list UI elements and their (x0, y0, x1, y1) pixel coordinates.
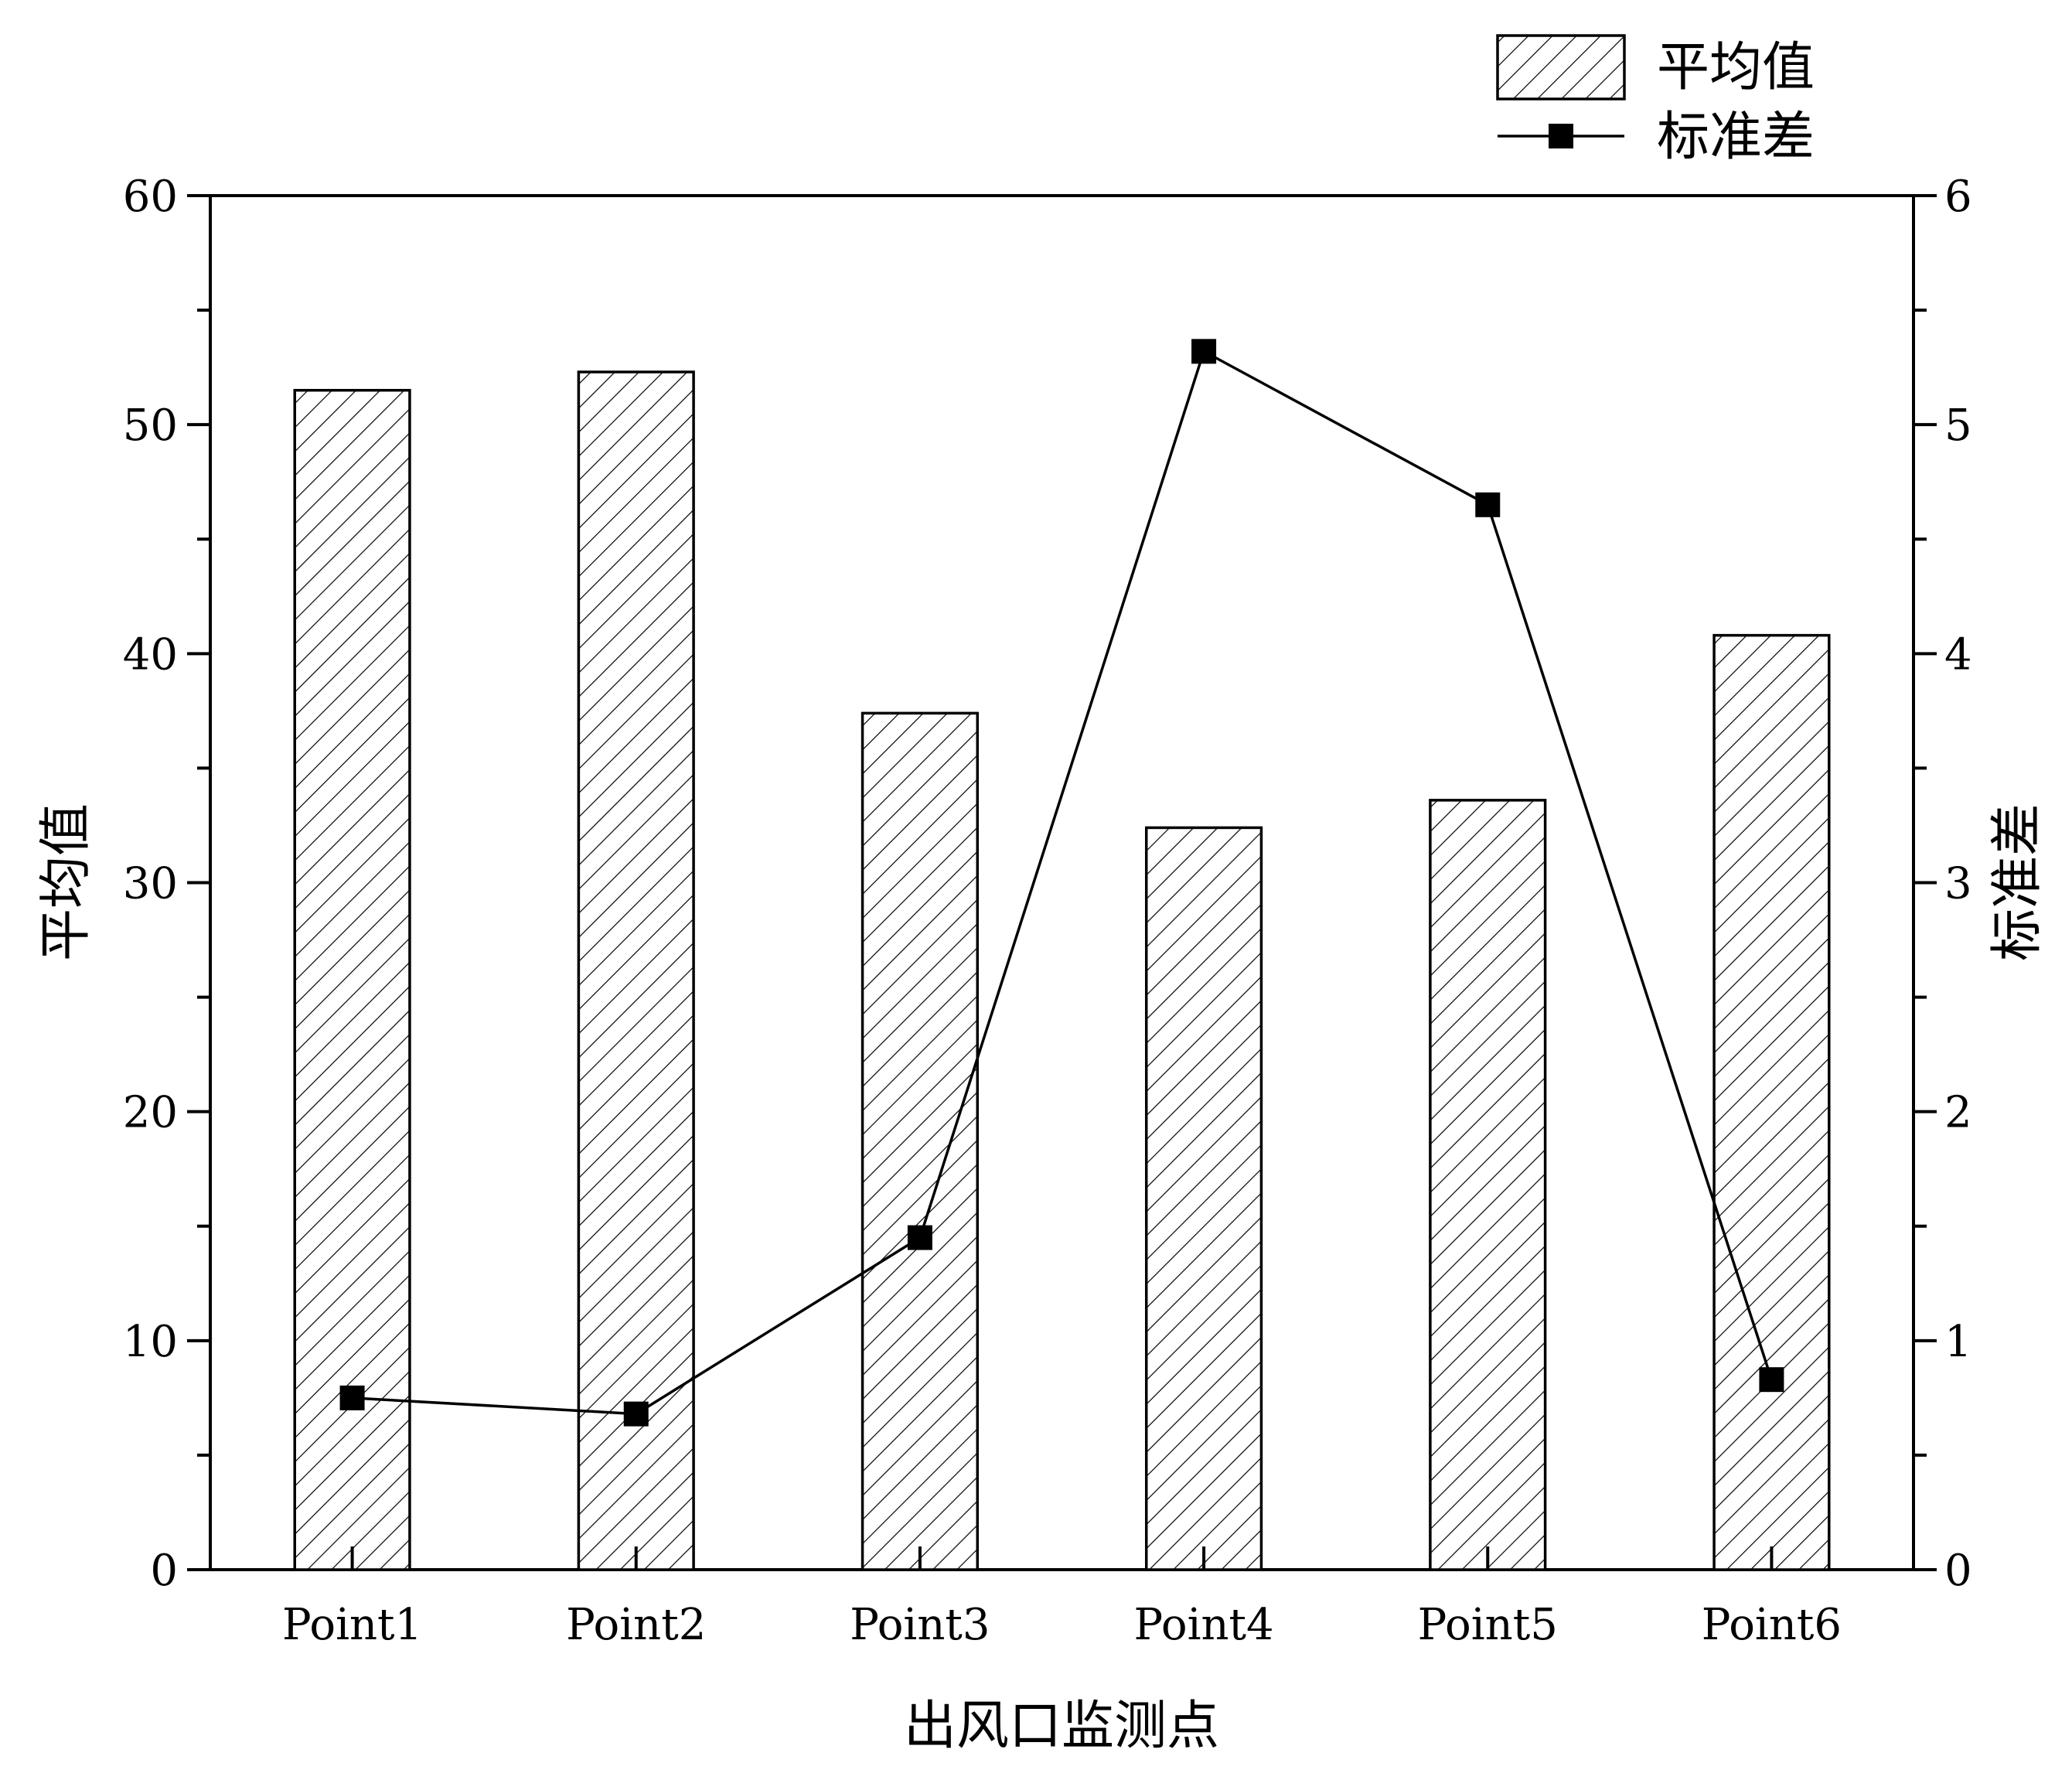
x-tick-label: Point2 (566, 1600, 706, 1650)
y-tick-label: 40 (123, 629, 178, 680)
y-tick-label: 60 (123, 172, 178, 222)
legend-label-std: 标准差 (1657, 107, 1815, 168)
legend-swatch-bar (1496, 34, 1626, 101)
std-marker-point6 (1759, 1367, 1784, 1393)
y-axis-title: 平均值 (36, 803, 97, 961)
y2-tick-label: 1 (1944, 1317, 1972, 1367)
line-series (339, 339, 1784, 1427)
y2-tick-label: 3 (1944, 859, 1972, 909)
axis-ticks (187, 194, 1937, 1571)
std-line (352, 349, 1774, 1416)
bar-point1 (293, 388, 411, 1571)
bar-point2 (577, 370, 695, 1571)
tick-labels: 0 10 20 30 40 50 60 0 1 2 3 4 5 6 Point1 Point2 Point3 Po… (123, 172, 1972, 1650)
x-axis-title: 出风口监测点 (904, 1696, 1219, 1757)
x-tick-label: Point5 (1418, 1600, 1558, 1650)
bar-point5 (1429, 799, 1547, 1571)
y-tick-label: 10 (123, 1317, 178, 1367)
y2-tick-label: 4 (1944, 629, 1972, 680)
bar-point6 (1712, 633, 1831, 1571)
std-marker-point4 (1191, 339, 1217, 364)
bar-point4 (1144, 826, 1263, 1571)
y2-tick-label: 5 (1944, 401, 1972, 451)
y2-tick-label: 6 (1944, 172, 1972, 222)
std-marker-point5 (1475, 492, 1501, 517)
std-marker-point1 (339, 1385, 365, 1410)
x-tick-label: Point3 (850, 1600, 990, 1650)
bar-point3 (860, 711, 980, 1571)
y2-tick-label: 2 (1944, 1088, 1972, 1138)
y2-axis-title: 标准差 (1987, 803, 2048, 961)
y-tick-label: 30 (123, 859, 178, 909)
legend-swatch-marker (1549, 124, 1573, 148)
std-marker-point3 (907, 1225, 932, 1250)
std-marker-point2 (623, 1401, 649, 1427)
y-tick-label: 0 (150, 1546, 178, 1596)
x-tick-label: Point6 (1702, 1600, 1842, 1650)
legend-label-mean: 平均值 (1657, 37, 1815, 98)
x-tick-label: Point4 (1133, 1600, 1273, 1650)
y-tick-label: 20 (123, 1088, 178, 1138)
x-tick-label: Point1 (282, 1600, 422, 1650)
y2-tick-label: 0 (1944, 1546, 1972, 1596)
plot-frame (209, 194, 1915, 1571)
legend: 平均值 标准差 (1496, 34, 1815, 168)
y-tick-label: 50 (123, 401, 178, 451)
bar-series (293, 370, 1831, 1571)
